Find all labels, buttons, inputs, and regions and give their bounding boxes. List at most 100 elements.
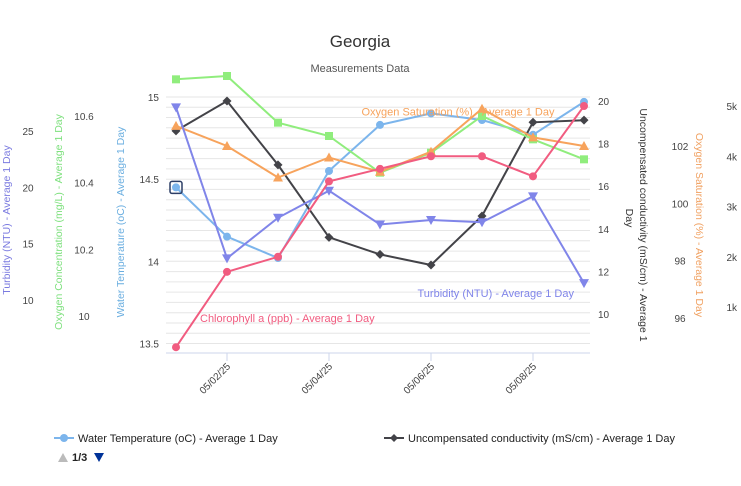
data-point-conductivity[interactable]	[222, 96, 232, 106]
data-point-conductivity[interactable]	[579, 115, 589, 125]
x-axis: 05/02/25 05/04/25 05/06/25 05/08/25	[166, 352, 590, 397]
data-point-turbidity[interactable]	[579, 279, 589, 289]
conductivity-tick-label: 18	[598, 140, 610, 151]
data-point-turbidity[interactable]	[222, 254, 232, 264]
legend-item-conductivity[interactable]: Uncompensated conductivity (mS/cm) - Ave…	[408, 433, 675, 445]
series-label-annotation: Chlorophyll a (ppb) - Average 1 Day	[200, 313, 375, 325]
chlorophyll-tick-label: 1k	[726, 303, 738, 314]
data-point-oxygen_sat[interactable]	[324, 152, 334, 162]
chlorophyll-tick-label: 5k	[726, 102, 738, 113]
y-axes: 10 15 20 25 10 10.2 10.4 10.6 13.5 14 14.5 15 10 12 14…	[1, 93, 738, 351]
oxygen_conc-tick-label: 10.4	[74, 179, 94, 190]
data-point-chlorophyll[interactable]	[427, 152, 435, 161]
data-point-chlorophyll[interactable]	[325, 177, 333, 186]
data-point-turbidity[interactable]	[426, 216, 436, 226]
hovered-point-highlight	[169, 180, 183, 195]
data-point-oxygen_sat[interactable]	[579, 141, 589, 150]
data-point-chlorophyll[interactable]	[172, 343, 180, 352]
data-point-water_temp[interactable]	[376, 120, 384, 129]
conductivity-tick-label: 16	[598, 182, 610, 193]
water_temp-axis-title: Water Temperature (oC) - Average 1 Day	[115, 126, 127, 317]
oxygen_sat-tick-label: 100	[672, 199, 689, 210]
data-point-conductivity[interactable]	[375, 249, 385, 259]
data-point-oxygen_conc[interactable]	[325, 132, 333, 140]
data-point-oxygen_sat[interactable]	[273, 172, 283, 182]
turbidity-tick-label: 10	[22, 296, 34, 307]
legend-marker-water-temp	[60, 434, 68, 442]
data-point-conductivity[interactable]	[426, 260, 436, 270]
data-point-chlorophyll[interactable]	[376, 164, 384, 173]
water_temp-tick-label: 13.5	[140, 340, 160, 351]
water_temp-tick-label: 15	[148, 93, 160, 104]
data-point-oxygen_sat[interactable]	[171, 120, 181, 130]
legend-item-water-temp[interactable]: Water Temperature (oC) - Average 1 Day	[78, 433, 278, 445]
legend-page-up-arrow-icon[interactable]	[58, 453, 68, 462]
data-point-water_temp[interactable]	[325, 166, 333, 175]
data-point-chlorophyll[interactable]	[478, 152, 486, 161]
data-point-oxygen_conc[interactable]	[274, 118, 282, 127]
legend-page-indicator: 1/3	[72, 452, 87, 464]
oxygen_conc-axis-title: Oxygen Concentration (mg/L) - Average 1 …	[53, 113, 65, 329]
x-tick-label: 05/04/25	[300, 361, 336, 397]
data-point-water_temp[interactable]	[172, 183, 180, 192]
oxygen_sat-axis-title: Oxygen Saturation (%) - Average 1 Day	[693, 133, 705, 318]
conductivity-axis-title: Uncompensated conductivity (mS/cm) - Ave…	[637, 108, 649, 341]
chart-subtitle: Measurements Data	[310, 63, 410, 75]
data-point-chlorophyll[interactable]	[529, 172, 537, 181]
oxygen_conc-tick-label: 10	[78, 312, 90, 323]
oxygen_conc-tick-label: 10.6	[74, 112, 94, 123]
data-point-chlorophyll[interactable]	[580, 102, 588, 110]
legend-marker-conductivity	[390, 434, 398, 442]
data-point-oxygen_conc[interactable]	[478, 112, 486, 120]
data-point-oxygen_sat[interactable]	[222, 141, 232, 150]
turbidity-tick-label: 20	[22, 183, 34, 194]
x-tick-label: 05/08/25	[504, 361, 540, 397]
data-point-oxygen_conc[interactable]	[172, 75, 180, 84]
water_temp-tick-label: 14	[148, 257, 160, 268]
data-point-turbidity[interactable]	[324, 186, 334, 196]
series-lines	[169, 72, 589, 352]
data-point-turbidity[interactable]	[171, 103, 181, 113]
legend: Water Temperature (oC) - Average 1 Day U…	[54, 433, 675, 464]
data-point-turbidity[interactable]	[375, 220, 385, 230]
data-point-oxygen_sat[interactable]	[477, 103, 487, 113]
data-point-conductivity[interactable]	[528, 117, 538, 127]
series-annotations: Oxygen Saturation (%) - Average 1 Day Tur…	[200, 107, 574, 326]
chlorophyll-tick-label: 2k	[726, 253, 738, 264]
chlorophyll-tick-label: 3k	[726, 203, 738, 214]
grid-lines	[166, 96, 590, 344]
oxygen_sat-tick-label: 102	[672, 142, 689, 153]
x-tick-label: 05/02/25	[198, 361, 234, 397]
data-point-water_temp[interactable]	[223, 232, 231, 241]
conductivity-tick-label: 14	[598, 225, 610, 236]
series-label-annotation: Oxygen Saturation (%) - Average 1 Day	[361, 107, 555, 119]
data-point-chlorophyll[interactable]	[223, 267, 231, 276]
oxygen_conc-tick-label: 10.2	[74, 245, 94, 256]
water_temp-tick-label: 14.5	[140, 175, 160, 186]
data-point-water_temp[interactable]	[427, 109, 435, 118]
data-point-conductivity[interactable]	[273, 160, 283, 170]
legend-page-down-arrow-icon[interactable]	[94, 453, 104, 462]
x-tick-label: 05/06/25	[402, 361, 438, 397]
oxygen_sat-tick-label: 96	[674, 314, 686, 325]
series-label-annotation: Turbidity (NTU) - Average 1 Day	[418, 288, 575, 300]
data-point-chlorophyll[interactable]	[274, 252, 282, 261]
conductivity-tick-label: 20	[598, 97, 610, 108]
conductivity-tick-label: 10	[598, 310, 610, 321]
data-point-turbidity[interactable]	[273, 213, 283, 223]
turbidity-axis-title: Turbidity (NTU) - Average 1 Day	[1, 145, 13, 295]
data-point-oxygen_conc[interactable]	[580, 155, 588, 164]
chlorophyll-tick-label: 4k	[726, 152, 738, 163]
data-point-oxygen_conc[interactable]	[223, 72, 231, 80]
turbidity-tick-label: 15	[22, 240, 34, 251]
chart-title: Georgia	[330, 32, 391, 51]
data-point-turbidity[interactable]	[528, 192, 538, 202]
data-point-oxygen_sat[interactable]	[528, 132, 538, 142]
oxygen_sat-tick-label: 98	[674, 257, 686, 268]
data-point-conductivity[interactable]	[324, 232, 334, 242]
turbidity-tick-label: 25	[22, 127, 34, 138]
conductivity-tick-label: 12	[598, 267, 610, 278]
data-point-turbidity[interactable]	[477, 218, 487, 228]
conductivity-axis-title-cont: Day	[623, 209, 635, 228]
